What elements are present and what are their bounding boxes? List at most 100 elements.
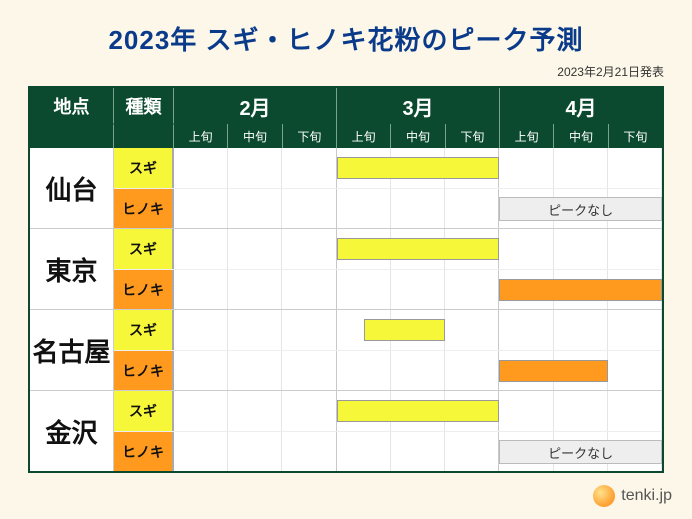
grid-cell: [174, 148, 228, 188]
location-name: 仙台: [30, 148, 114, 228]
grid-cell: [445, 310, 499, 350]
peak-bar: [499, 279, 662, 301]
grid-cell: [174, 391, 228, 431]
no-peak-label: ピークなし: [499, 440, 662, 464]
grid-cell: [337, 189, 391, 228]
location-rows: スギヒノキ ピークなし: [114, 148, 662, 228]
header-spacer-loc: [30, 124, 114, 148]
header-month-apr: 4月: [500, 88, 662, 124]
sub-late: 下旬: [609, 124, 662, 148]
timeline-grid: [174, 391, 662, 431]
grid-cell: [391, 432, 445, 471]
grid-cell: [554, 391, 608, 431]
grid-cell: [499, 391, 553, 431]
timeline-grid: ピークなし: [174, 189, 662, 228]
grid-cell: [174, 229, 228, 269]
timeline-grid: ピークなし: [174, 432, 662, 471]
peak-bar: [337, 157, 500, 179]
kind-label: スギ: [114, 148, 174, 188]
grid-cell: [391, 189, 445, 228]
grid-cell: [228, 229, 282, 269]
location-name: 東京: [30, 229, 114, 309]
subheader-apr: 上旬 中旬 下旬: [500, 124, 662, 148]
location-rows: スギヒノキ ピークなし: [114, 391, 662, 471]
header-row-1: 地点 種類 2月 3月 4月: [30, 88, 662, 124]
grid-cell: [174, 351, 228, 390]
grid-cell: [499, 148, 553, 188]
sub-mid: 中旬: [228, 124, 282, 148]
grid-cell: [499, 229, 553, 269]
sub-early: 上旬: [174, 124, 228, 148]
sub-mid: 中旬: [391, 124, 445, 148]
grid-cell: [174, 432, 228, 471]
grid-cell: [608, 351, 662, 390]
timeline-grid: [174, 270, 662, 309]
grid-cell: [337, 432, 391, 471]
kind-label: スギ: [114, 310, 174, 350]
published-date: 2023年2月21日発表: [28, 63, 664, 80]
timeline-grid: [174, 148, 662, 188]
kind-label: ヒノキ: [114, 189, 174, 228]
grid-cell: [608, 229, 662, 269]
grid-cell: [391, 351, 445, 390]
location-name: 金沢: [30, 391, 114, 471]
grid-cell: [228, 148, 282, 188]
pollen-forecast-chart: 2023年 スギ・ヒノキ花粉のピーク予測 2023年2月21日発表 地点 種類 …: [0, 0, 692, 519]
kind-row: ヒノキ: [114, 350, 662, 390]
grid-cell: [608, 391, 662, 431]
timeline-grid: [174, 229, 662, 269]
header-spacer-kind: [114, 124, 174, 148]
grid-cell: [282, 391, 336, 431]
kind-row: ヒノキ ピークなし: [114, 431, 662, 471]
grid-cell: [282, 351, 336, 390]
grid-cell: [499, 310, 553, 350]
grid-cell: [554, 229, 608, 269]
peak-bar: [364, 319, 445, 341]
grid-cell: [282, 148, 336, 188]
timeline-grid: [174, 351, 662, 390]
grid-cell: [174, 189, 228, 228]
grid-cell: [554, 310, 608, 350]
grid-cell: [554, 148, 608, 188]
grid-cell: [174, 270, 228, 309]
kind-label: スギ: [114, 391, 174, 431]
location-block: 東京スギヒノキ: [30, 228, 662, 309]
grid-cell: [228, 270, 282, 309]
grid-cell: [608, 310, 662, 350]
peak-bar: [337, 238, 500, 260]
grid-cell: [228, 432, 282, 471]
footer-brand: tenki.jp: [593, 485, 672, 507]
grid-cell: [174, 310, 228, 350]
kind-label: スギ: [114, 229, 174, 269]
grid-cell: [228, 391, 282, 431]
kind-label: ヒノキ: [114, 270, 174, 309]
kind-label: ヒノキ: [114, 351, 174, 390]
subheader-mar: 上旬 中旬 下旬: [337, 124, 500, 148]
chart-title: 2023年 スギ・ヒノキ花粉のピーク予測: [28, 20, 664, 57]
grid-cell: [282, 270, 336, 309]
brand-text: tenki.jp: [621, 487, 672, 505]
kind-row: ヒノキ ピークなし: [114, 188, 662, 228]
location-block: 名古屋スギヒノキ: [30, 309, 662, 390]
grid-cell: [228, 351, 282, 390]
grid-cell: [445, 270, 499, 309]
peak-bar: [337, 400, 500, 422]
kind-label: ヒノキ: [114, 432, 174, 471]
timeline-grid: [174, 310, 662, 350]
kind-row: スギ: [114, 310, 662, 350]
location-block: 金沢スギヒノキ ピークなし: [30, 390, 662, 471]
grid-cell: [282, 229, 336, 269]
header-month-mar: 3月: [337, 88, 500, 124]
grid-cell: [282, 432, 336, 471]
kind-row: スギ: [114, 148, 662, 188]
grid-cell: [608, 148, 662, 188]
location-rows: スギヒノキ: [114, 229, 662, 309]
no-peak-label: ピークなし: [499, 197, 662, 221]
chart-table: 地点 種類 2月 3月 4月 上旬 中旬 下旬 上旬 中旬 下旬 上旬 中旬 下…: [28, 86, 664, 473]
kind-row: ヒノキ: [114, 269, 662, 309]
location-name: 名古屋: [30, 310, 114, 390]
kind-row: スギ: [114, 391, 662, 431]
grid-cell: [337, 351, 391, 390]
sub-early: 上旬: [500, 124, 554, 148]
location-block: 仙台スギヒノキ ピークなし: [30, 148, 662, 228]
